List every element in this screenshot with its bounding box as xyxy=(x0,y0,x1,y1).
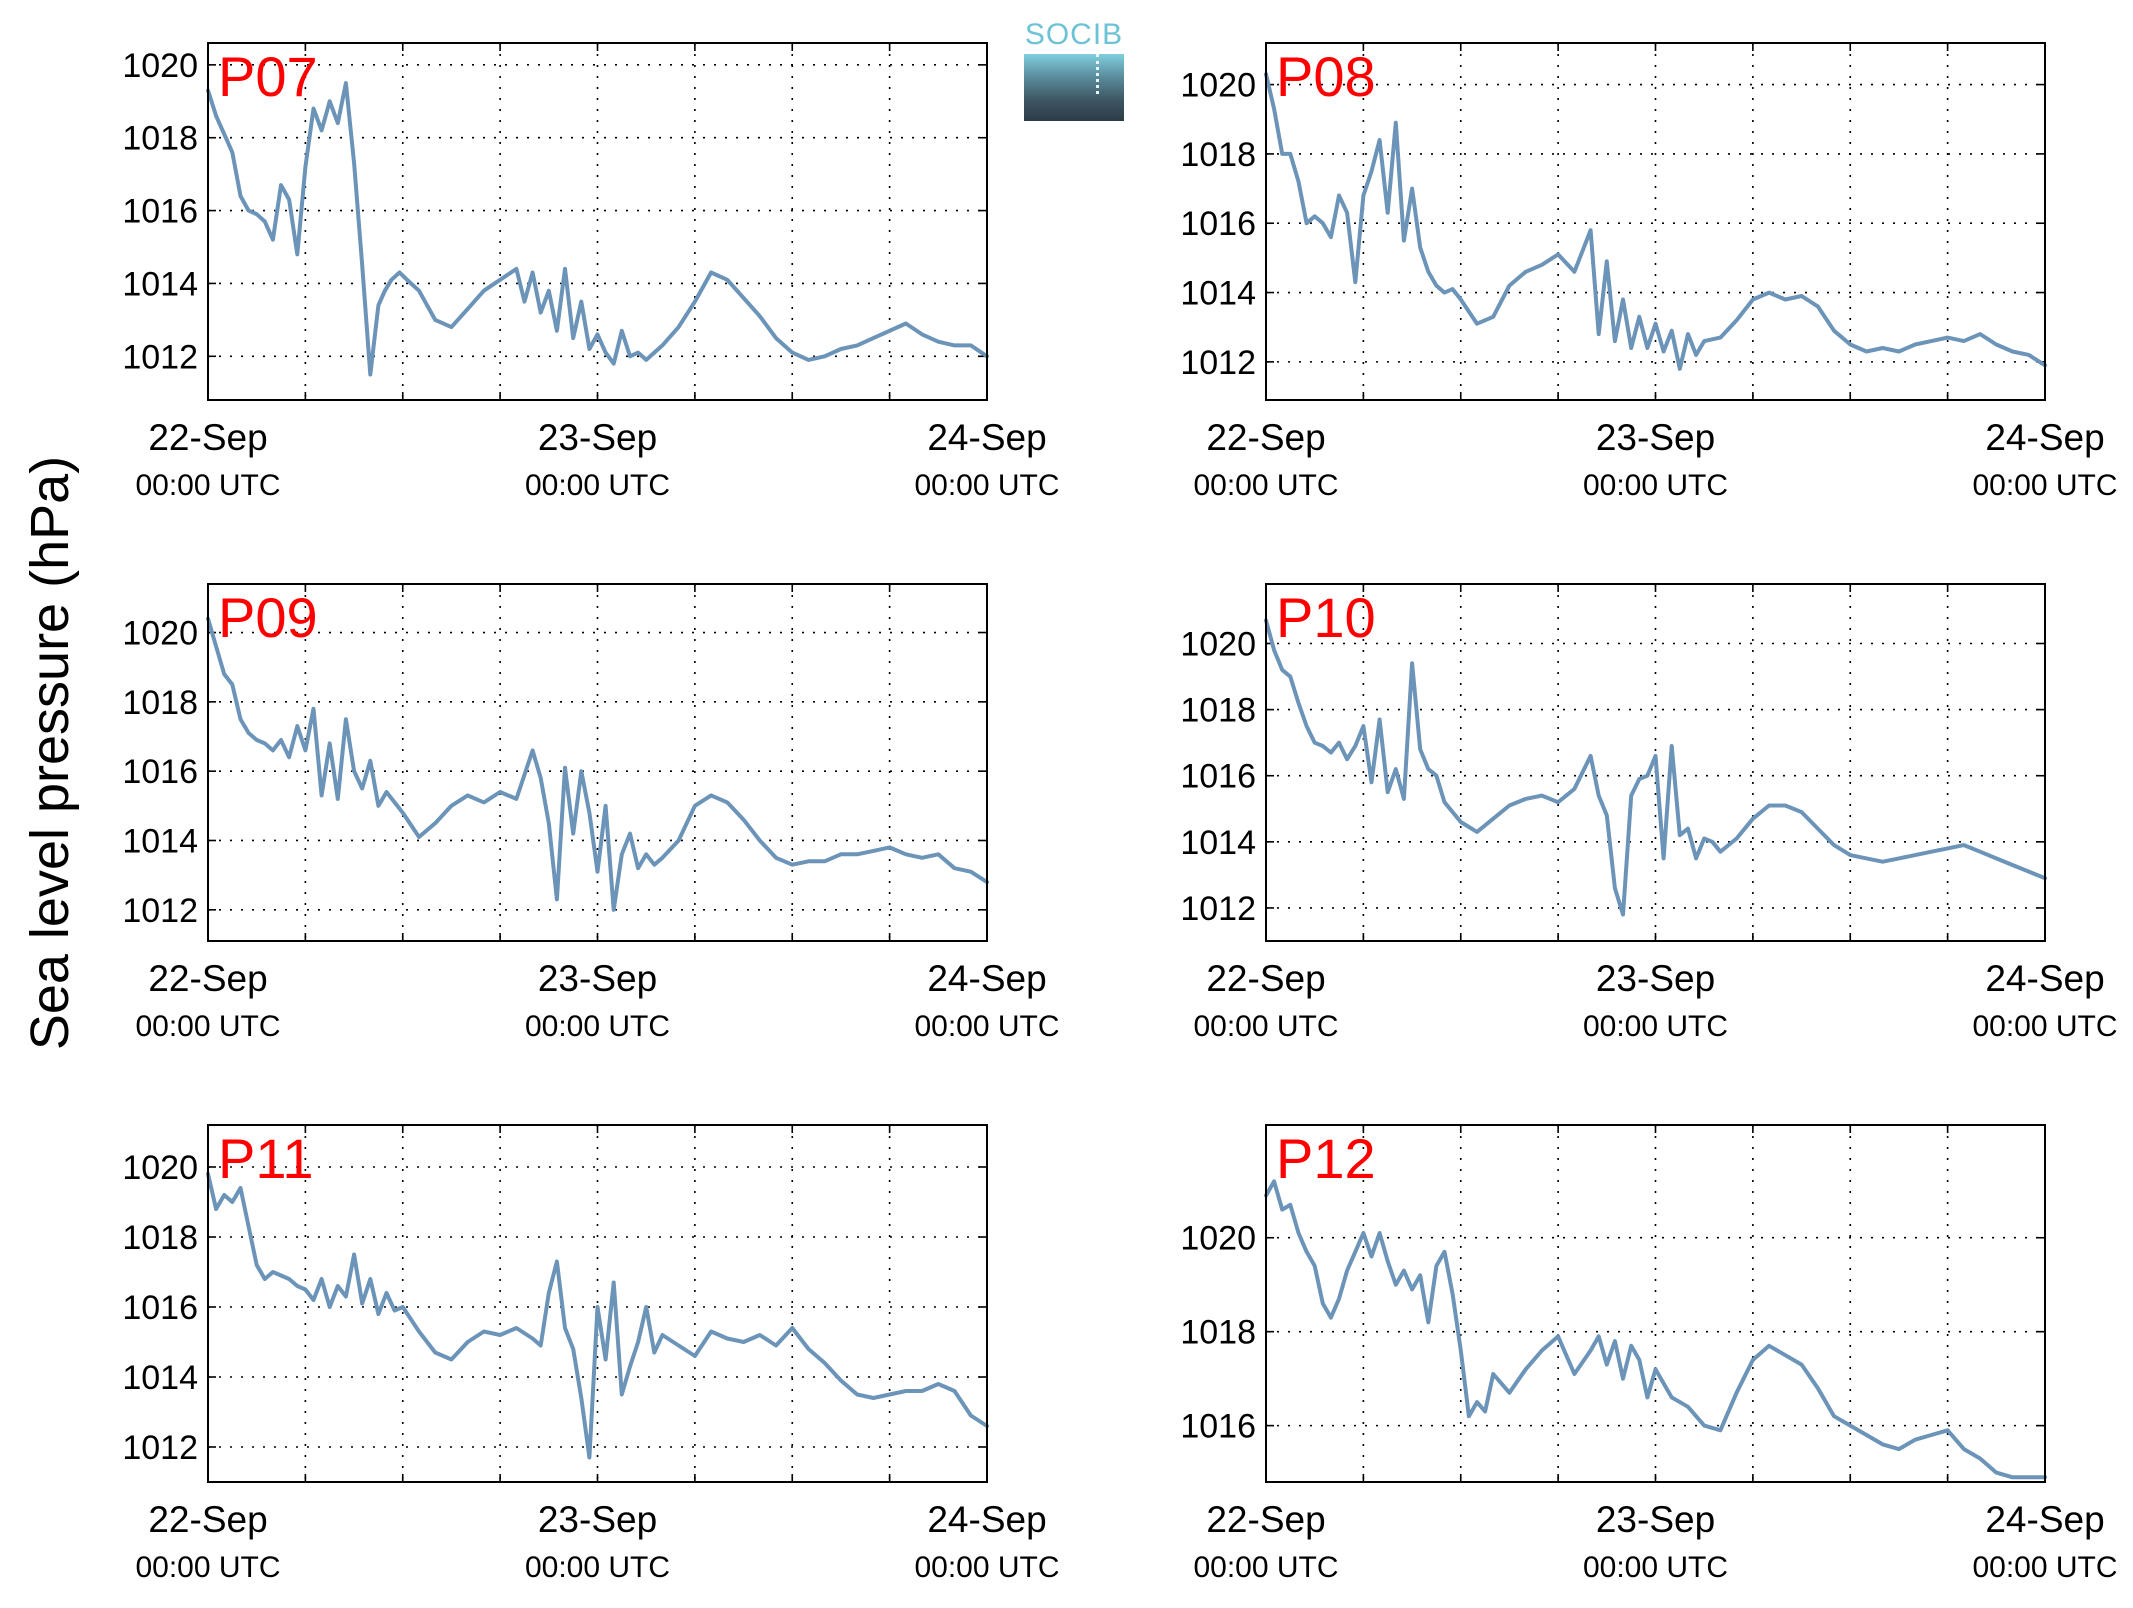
socib-logo-graphic xyxy=(1024,54,1124,121)
panel-title: P09 xyxy=(218,586,318,649)
x-tick-label: 23-Sep xyxy=(538,417,657,458)
x-tick-label: 22-Sep xyxy=(148,417,267,458)
plot-frame xyxy=(207,42,988,401)
y-tick-label: 1014 xyxy=(122,822,198,860)
x-tick-label: 22-Sep xyxy=(1206,417,1325,458)
x-tick-sublabel: 00:00 UTC xyxy=(914,1551,1059,1584)
x-tick-sublabel: 00:00 UTC xyxy=(525,1010,670,1043)
plot-frame xyxy=(1265,42,2046,401)
y-tick-label: 1020 xyxy=(1180,67,1256,105)
y-tick-label: 1012 xyxy=(122,338,198,376)
x-tick-sublabel: 00:00 UTC xyxy=(914,1010,1059,1043)
x-tick-sublabel: 00:00 UTC xyxy=(1583,1010,1728,1043)
y-tick-label: 1020 xyxy=(122,1149,198,1187)
socib-logo-text: SOCIB xyxy=(1024,18,1124,51)
panel-title: P07 xyxy=(218,45,318,108)
x-tick-sublabel: 00:00 UTC xyxy=(1193,469,1338,502)
series-line xyxy=(1264,618,2047,917)
y-tick-label: 1016 xyxy=(122,193,198,231)
panel-title: P11 xyxy=(218,1127,313,1190)
panel-title: P12 xyxy=(1276,1127,1376,1190)
y-tick-label: 1018 xyxy=(1180,1314,1256,1352)
series-line xyxy=(206,616,989,912)
y-axis-label: Sea level pressure (hPa) xyxy=(20,455,80,1051)
plot-frame xyxy=(207,583,988,942)
series-line xyxy=(1264,72,2047,371)
y-tick-label: 1016 xyxy=(122,1289,198,1327)
x-tick-label: 22-Sep xyxy=(1206,958,1325,999)
chart-panel-p07: 1012 1014 1016 1018 1020 22-Sep 00:00 UTC 23-Se… xyxy=(122,42,1060,502)
panel-title: P10 xyxy=(1276,586,1376,649)
x-tick-label: 23-Sep xyxy=(538,1499,657,1540)
x-tick-label: 22-Sep xyxy=(148,1499,267,1540)
x-tick-sublabel: 00:00 UTC xyxy=(1193,1551,1338,1584)
y-tick-label: 1018 xyxy=(122,120,198,158)
y-tick-label: 1012 xyxy=(122,892,198,930)
plot-frame xyxy=(1265,583,2046,942)
y-tick-label: 1014 xyxy=(122,1359,198,1397)
chart-panel-p09: 1012 1014 1016 1018 1020 22-Sep 00:00 UTC 23-Se… xyxy=(122,583,1060,1043)
x-tick-sublabel: 00:00 UTC xyxy=(135,1551,280,1584)
x-tick-sublabel: 00:00 UTC xyxy=(1583,469,1728,502)
y-tick-label: 1012 xyxy=(122,1429,198,1467)
y-tick-label: 1016 xyxy=(1180,758,1256,796)
x-tick-sublabel: 00:00 UTC xyxy=(1193,1010,1338,1043)
x-tick-label: 22-Sep xyxy=(148,958,267,999)
series-line xyxy=(206,1172,989,1460)
y-tick-label: 1016 xyxy=(1180,1408,1256,1446)
x-tick-label: 23-Sep xyxy=(538,958,657,999)
socib-logo: SOCIB xyxy=(1024,18,1124,121)
x-tick-label: 24-Sep xyxy=(927,417,1046,458)
x-tick-label: 23-Sep xyxy=(1596,417,1715,458)
y-tick-label: 1016 xyxy=(122,753,198,791)
panel-title: P08 xyxy=(1276,45,1376,108)
x-tick-label: 24-Sep xyxy=(1985,958,2104,999)
x-tick-label: 24-Sep xyxy=(927,958,1046,999)
y-tick-label: 1020 xyxy=(122,615,198,653)
series-line xyxy=(206,81,989,377)
y-tick-label: 1018 xyxy=(122,1219,198,1257)
plot-frame xyxy=(1265,1124,2046,1483)
socib-logo-dots xyxy=(1096,54,1099,94)
y-tick-label: 1018 xyxy=(122,684,198,722)
x-tick-sublabel: 00:00 UTC xyxy=(914,469,1059,502)
y-tick-label: 1020 xyxy=(1180,1220,1256,1258)
y-tick-label: 1014 xyxy=(1180,824,1256,862)
plot-frame xyxy=(207,1124,988,1483)
chart-panel-p08: 1012 1014 1016 1018 1020 22-Sep 00:00 UTC 23-Se… xyxy=(1180,42,2118,502)
chart-panel-p11: 1012 1014 1016 1018 1020 22-Sep 00:00 UTC 23-Se… xyxy=(122,1124,1060,1584)
x-tick-sublabel: 00:00 UTC xyxy=(525,1551,670,1584)
x-tick-label: 24-Sep xyxy=(1985,417,2104,458)
y-tick-label: 1018 xyxy=(1180,692,1256,730)
y-tick-label: 1018 xyxy=(1180,136,1256,174)
x-tick-label: 23-Sep xyxy=(1596,958,1715,999)
x-tick-sublabel: 00:00 UTC xyxy=(135,1010,280,1043)
y-tick-label: 1014 xyxy=(122,265,198,303)
y-tick-label: 1020 xyxy=(122,47,198,85)
x-tick-label: 24-Sep xyxy=(1985,1499,2104,1540)
x-tick-sublabel: 00:00 UTC xyxy=(1972,1551,2117,1584)
x-tick-sublabel: 00:00 UTC xyxy=(1972,1010,2117,1043)
series-line xyxy=(1264,1179,2047,1480)
chart-panel-p12: 1016 1018 1020 22-Sep 00:00 UTC 23-Sep 00:00 U… xyxy=(1180,1124,2118,1584)
x-tick-label: 23-Sep xyxy=(1596,1499,1715,1540)
y-tick-label: 1016 xyxy=(1180,205,1256,243)
y-tick-label: 1020 xyxy=(1180,626,1256,664)
y-tick-label: 1012 xyxy=(1180,344,1256,382)
x-tick-label: 24-Sep xyxy=(927,1499,1046,1540)
x-tick-sublabel: 00:00 UTC xyxy=(135,469,280,502)
x-tick-sublabel: 00:00 UTC xyxy=(1972,469,2117,502)
y-tick-label: 1014 xyxy=(1180,275,1256,313)
x-tick-sublabel: 00:00 UTC xyxy=(525,469,670,502)
y-tick-label: 1012 xyxy=(1180,890,1256,928)
chart-panel-p10: 1012 1014 1016 1018 1020 22-Sep 00:00 UTC 23-Se… xyxy=(1180,583,2118,1043)
x-tick-sublabel: 00:00 UTC xyxy=(1583,1551,1728,1584)
x-tick-label: 22-Sep xyxy=(1206,1499,1325,1540)
